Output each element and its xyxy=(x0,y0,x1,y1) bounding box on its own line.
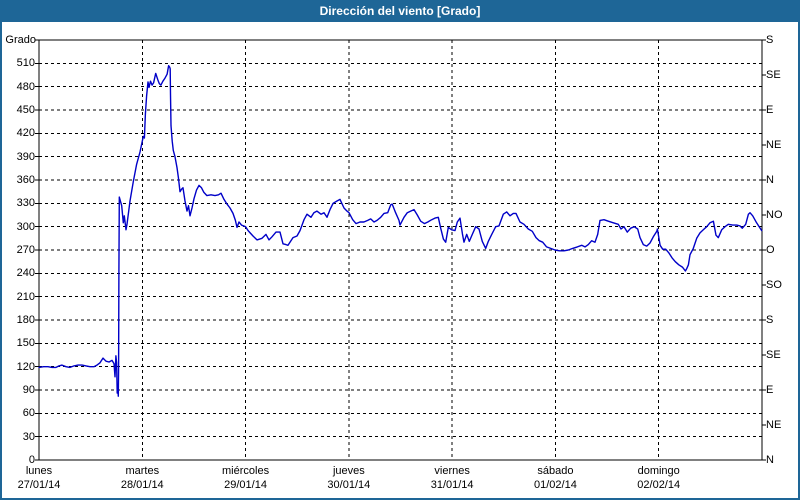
day-name: lunes xyxy=(25,465,53,477)
compass-tick-label: E xyxy=(766,384,774,396)
x-axis-day-label: martes 28/01/14 xyxy=(94,464,190,492)
day-date: 31/01/14 xyxy=(430,479,474,491)
y-axis-tick-label: 210 xyxy=(16,290,35,303)
day-date: 01/02/14 xyxy=(534,479,577,491)
day-date: 30/01/14 xyxy=(327,479,371,491)
y-axis-tick-label: 450 xyxy=(16,104,35,116)
compass-tick-label: NE xyxy=(766,139,782,151)
y-axis-tick-label: 360 xyxy=(16,174,35,186)
compass-tick-label: S xyxy=(766,34,774,46)
y-axis-tick-label: 180 xyxy=(16,314,35,326)
y-axis-tick-label: 240 xyxy=(16,267,35,280)
compass-tick-label: NO xyxy=(766,209,783,221)
compass-tick-label: N xyxy=(766,454,774,466)
compass-tick-label: SE xyxy=(766,69,781,81)
x-axis-day-label: domingo 02/02/14 xyxy=(611,464,707,492)
compass-tick-label: N xyxy=(766,174,774,186)
y-axis-tick-label: 30 xyxy=(22,430,35,443)
x-axis-day-label: miércoles 29/01/14 xyxy=(198,464,294,492)
y-axis-tick-label: 510 xyxy=(16,57,35,70)
day-date: 02/02/14 xyxy=(637,479,681,491)
wind-direction-line xyxy=(38,64,763,397)
compass-tick-label: E xyxy=(766,104,774,116)
day-name: martes xyxy=(125,465,160,477)
x-axis-day-label: jueves 30/01/14 xyxy=(301,464,397,492)
y-axis-tick-label: 330 xyxy=(16,197,35,210)
y-axis-tick-label: 390 xyxy=(16,150,35,163)
y-axis-tick-label: 120 xyxy=(16,360,35,373)
y-axis-tick-label: 480 xyxy=(16,80,35,93)
day-name: jueves xyxy=(332,465,365,477)
x-axis-day-label: lunes 27/01/14 xyxy=(0,464,87,492)
y-axis-title: Grado xyxy=(5,34,36,46)
plot-border xyxy=(38,39,763,461)
y-axis-tick-label: 0 xyxy=(28,454,35,466)
chart-title: Dirección del viento [Grado] xyxy=(319,4,481,18)
day-name: domingo xyxy=(637,465,680,477)
day-name: miércoles xyxy=(222,465,270,477)
day-name: sábado xyxy=(537,465,574,477)
day-date: 28/01/14 xyxy=(120,479,164,491)
y-axis-tick-label: 60 xyxy=(22,407,35,420)
y-axis-tick-label: 90 xyxy=(22,384,35,396)
day-date: 27/01/14 xyxy=(17,479,61,491)
x-axis-day-label: viernes 31/01/14 xyxy=(404,464,500,492)
compass-tick-label: O xyxy=(766,244,775,256)
day-name: viernes xyxy=(434,465,470,477)
day-date: 29/01/14 xyxy=(224,479,267,491)
compass-tick-label: SO xyxy=(766,279,782,291)
y-axis-tick-label: 300 xyxy=(16,220,35,233)
y-axis-tick-label: 150 xyxy=(16,337,35,350)
compass-tick-label: SE xyxy=(766,349,781,361)
y-axis-tick-label: 270 xyxy=(16,244,35,256)
x-axis-day-label: sábado 01/02/14 xyxy=(507,464,603,492)
compass-tick-label: S xyxy=(766,314,774,326)
y-axis-tick-label: 420 xyxy=(16,127,35,140)
compass-tick-label: NE xyxy=(766,419,782,431)
title-bar: Dirección del viento [Grado] xyxy=(0,0,800,22)
